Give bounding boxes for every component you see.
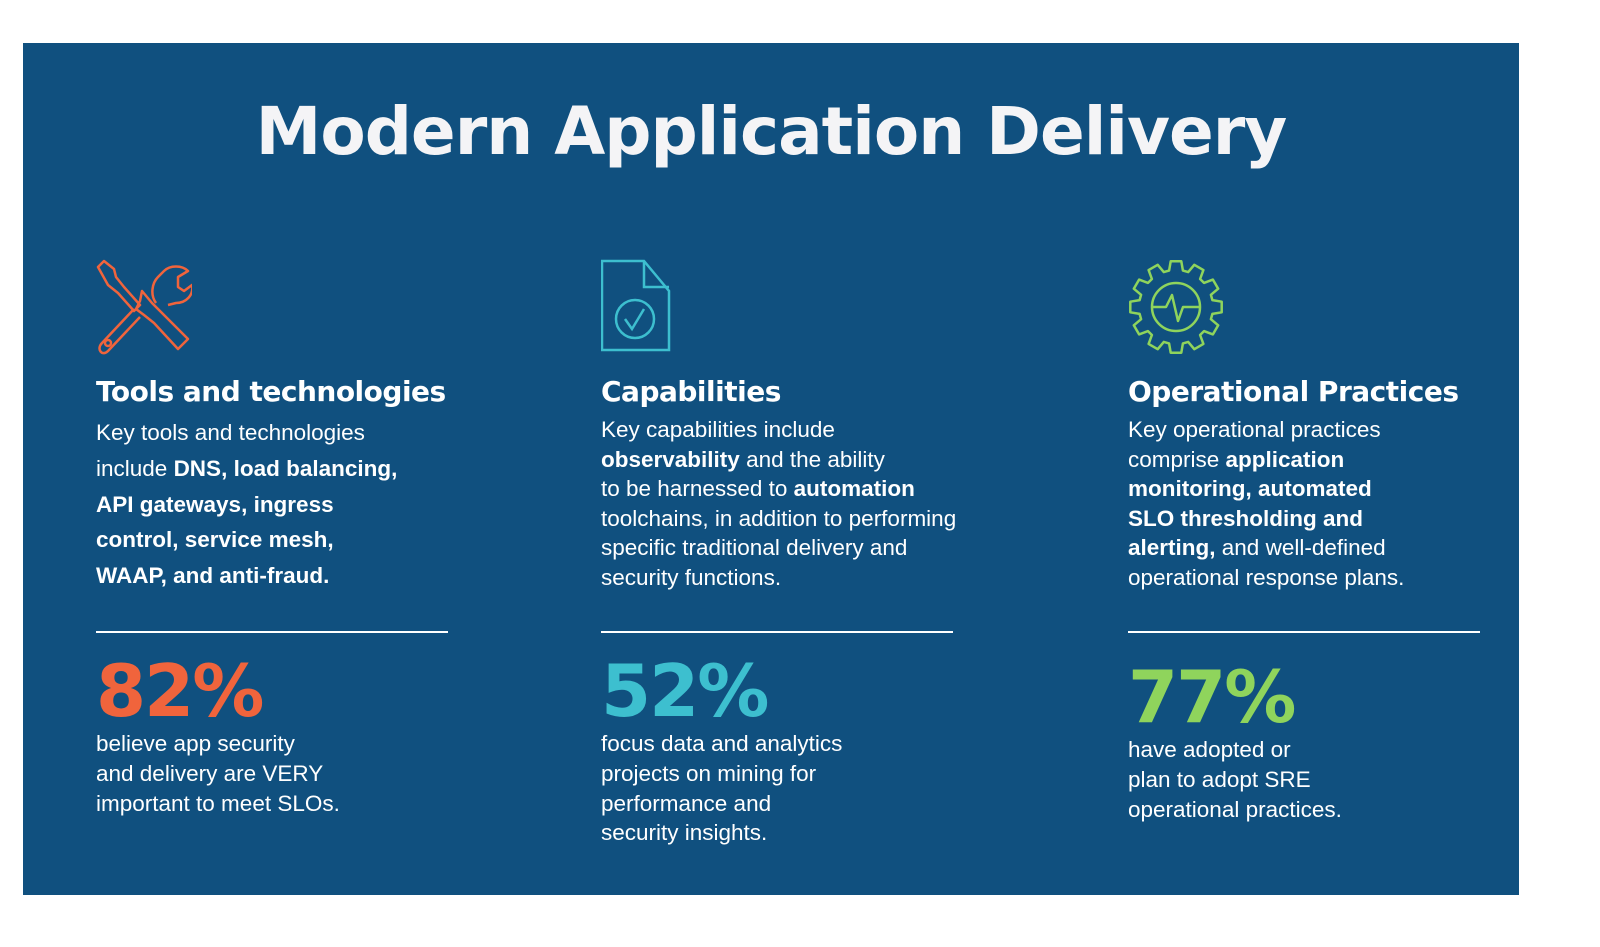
note-line: projects on mining for (601, 760, 817, 786)
text: Key tools and technologies (96, 420, 365, 445)
bold-text: observability (601, 446, 740, 472)
note-line: security insights. (601, 820, 768, 846)
infographic-panel: Modern Application Delivery Tools and te… (23, 43, 1519, 895)
text: Key capabilities include (601, 417, 835, 442)
stat-note: believe app security and delivery are VER… (96, 729, 340, 818)
description-line: toolchains, in addition to performing (601, 504, 956, 534)
stat-percentage: 52% (601, 649, 769, 733)
page-title: Modern Application Delivery (255, 93, 1288, 170)
note-line: believe app security (96, 731, 295, 756)
column-heading: Operational Practices (1128, 375, 1459, 408)
text: operational response plans. (1128, 564, 1405, 590)
text: to be harnessed to (601, 476, 794, 502)
note-line: performance and (601, 790, 772, 816)
description-line: to be harnessed to automation (601, 474, 956, 504)
column-description: Key tools and technologies include DNS, l… (96, 415, 397, 594)
text: security functions. (601, 564, 782, 590)
stat-percentage: 82% (96, 649, 264, 733)
text: include (96, 455, 174, 481)
stat-note: focus data and analytics projects on mini… (601, 729, 842, 848)
divider (1128, 631, 1480, 633)
description-line: WAAP, and anti-fraud. (96, 558, 397, 594)
bold-text: control, service mesh, (96, 527, 334, 553)
note-line: plan to adopt SRE (1128, 766, 1311, 792)
bold-text: WAAP, and anti-fraud. (96, 563, 330, 589)
column-description: Key operational practices comprise applic… (1128, 415, 1404, 593)
tools-wrench-screwdriver-icon (96, 259, 192, 355)
description-line: SLO thresholding and (1128, 504, 1404, 534)
divider (601, 631, 953, 633)
bold-text: monitoring, automated (1128, 476, 1372, 502)
bold-text: application (1225, 446, 1345, 472)
description-line: monitoring, automated (1128, 474, 1404, 504)
stat-note: have adopted or plan to adopt SRE operatio… (1128, 735, 1342, 824)
description-line: Key capabilities include (601, 415, 956, 445)
stat-percentage: 77% (1128, 655, 1296, 739)
description-line: include DNS, load balancing, (96, 451, 397, 487)
bold-text: API gateways, ingress (96, 491, 334, 517)
note-line: important to meet SLOs. (96, 790, 340, 816)
description-line: API gateways, ingress (96, 487, 397, 523)
text: specific traditional delivery and (601, 535, 908, 561)
text: comprise (1128, 446, 1226, 472)
column-heading: Capabilities (601, 375, 781, 408)
note-line: have adopted or (1128, 737, 1291, 762)
note-line: operational practices. (1128, 796, 1342, 822)
note-line: and delivery are VERY (96, 760, 324, 786)
description-line: specific traditional delivery and (601, 533, 956, 563)
text: Key operational practices (1128, 417, 1381, 442)
description-line: control, service mesh, (96, 522, 397, 558)
bold-text: alerting, (1128, 535, 1216, 561)
description-line: observability and the ability (601, 445, 956, 475)
bold-text: automation (793, 476, 915, 502)
gear-pulse-icon (1129, 260, 1223, 354)
description-line: Key operational practices (1128, 415, 1404, 445)
divider (96, 631, 448, 633)
description-line: Key tools and technologies (96, 415, 397, 451)
column-description: Key capabilities include observability an… (601, 415, 956, 593)
document-check-icon (601, 259, 671, 352)
description-line: comprise application (1128, 445, 1404, 475)
text: toolchains, in addition to performing (601, 505, 957, 531)
bold-text: DNS, load balancing, (173, 455, 398, 481)
description-line: alerting, and well-defined (1128, 533, 1404, 563)
column-heading: Tools and technologies (96, 375, 446, 408)
text: and the ability (739, 446, 885, 472)
note-line: focus data and analytics (601, 731, 843, 756)
bold-text: SLO thresholding and (1128, 505, 1363, 531)
description-line: operational response plans. (1128, 563, 1404, 593)
description-line: security functions. (601, 563, 956, 593)
text: and well-defined (1215, 535, 1386, 561)
